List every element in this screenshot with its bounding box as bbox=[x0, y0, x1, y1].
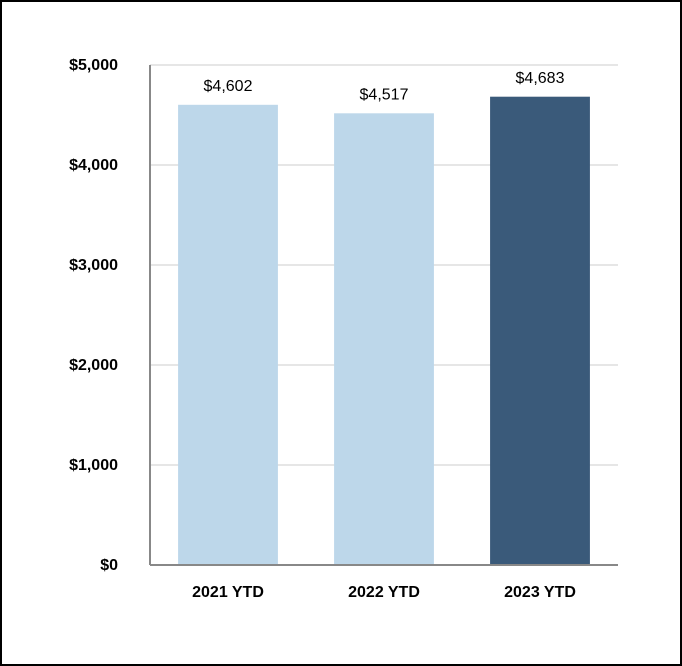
y-tick-label: $1,000 bbox=[69, 457, 118, 474]
y-tick-label: $0 bbox=[100, 557, 118, 574]
x-tick-label: 2023 YTD bbox=[504, 584, 576, 601]
x-tick-label: 2022 YTD bbox=[348, 584, 420, 601]
y-tick-label: $5,000 bbox=[69, 57, 118, 74]
bar bbox=[490, 96, 590, 565]
y-tick-label: $2,000 bbox=[69, 357, 118, 374]
y-tick-label: $4,000 bbox=[69, 157, 118, 174]
y-tick-label: $3,000 bbox=[69, 257, 118, 274]
bar bbox=[178, 104, 278, 566]
value-label: $4,683 bbox=[516, 70, 565, 87]
bar bbox=[334, 113, 434, 566]
x-tick-label: 2021 YTD bbox=[192, 584, 264, 601]
value-label: $4,517 bbox=[360, 87, 409, 104]
value-label: $4,602 bbox=[204, 78, 253, 95]
